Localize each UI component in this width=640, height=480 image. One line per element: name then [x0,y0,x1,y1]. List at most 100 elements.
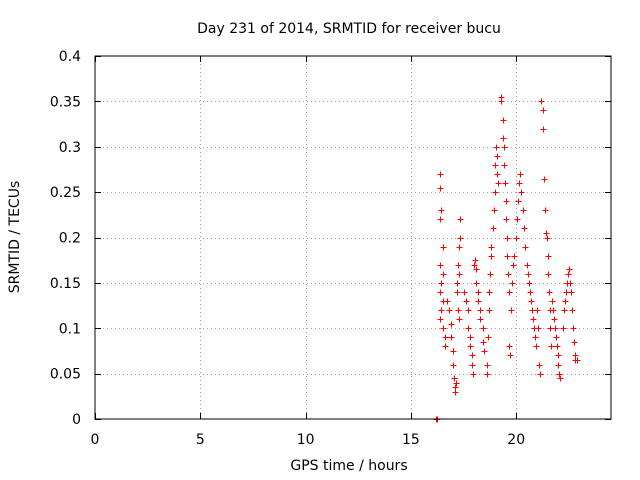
data-point [566,266,573,273]
data-point [467,343,474,350]
data-point [554,343,561,350]
data-point [472,257,479,264]
data-point [455,307,462,314]
data-point [477,316,484,323]
x-tick-label: 5 [196,432,205,448]
data-point [515,198,522,205]
data-point [522,244,529,251]
data-point [507,352,514,359]
data-point [551,316,558,323]
data-point [473,266,480,273]
data-point [465,307,472,314]
data-point [456,244,463,251]
data-point [504,253,511,260]
data-point [501,144,508,151]
data-point [560,325,567,332]
data-point [488,253,495,260]
data-point [465,325,472,332]
data-point [542,207,549,214]
grid [95,56,611,419]
data-point [471,262,478,269]
data-point [495,180,502,187]
data-point [494,153,501,160]
data-point [488,244,495,251]
data-point [517,171,524,178]
data-point [506,343,513,350]
data-point [470,371,477,378]
data-point [550,307,557,314]
data-point [549,298,556,305]
data-point [469,352,476,359]
data-point [484,371,491,378]
data-point [535,325,542,332]
data-point [574,357,581,364]
data-point [518,189,525,196]
data-point [455,262,462,269]
data-point [503,198,510,205]
x-tick-label: 0 [91,432,100,448]
data-point [504,235,511,242]
data-point [453,380,460,387]
data-point [461,289,468,296]
y-tick-label: 0.15 [50,276,81,292]
data-point [567,280,574,287]
data-point [469,362,476,369]
data-point [454,280,461,287]
data-point [442,334,449,341]
data-point [570,325,577,332]
data-point [473,280,480,287]
data-point [565,271,572,278]
x-axis-label: GPS time / hours [290,458,407,474]
data-point [450,348,457,355]
axis-ticks: 0 5 10 15 20 0 0.05 0.1 0.15 0.2 0.25 0.3 0.35 0.4 [50,49,611,448]
data-point [516,180,523,187]
data-point [444,298,451,305]
data-point [540,126,547,133]
data-point [546,289,553,296]
y-tick-label: 0.3 [59,140,81,156]
data-point [568,289,575,296]
data-point [480,339,487,346]
data-point [448,321,455,328]
data-point [440,244,447,251]
data-point [502,180,509,187]
data-point [440,325,447,332]
data-point [452,389,459,396]
data-point [510,262,517,269]
data-point [492,189,499,196]
data-point [437,289,444,296]
data-point [475,298,482,305]
data-point [555,362,562,369]
data-point [498,94,505,101]
data-point [528,298,535,305]
data-point [446,307,453,314]
data-point [526,280,533,287]
data-point [503,216,510,223]
data-points [433,94,581,423]
y-tick-label: 0 [72,412,81,428]
data-point [481,348,488,355]
data-point [501,162,508,169]
data-point [562,298,569,305]
data-point [437,171,444,178]
data-point [571,339,578,346]
data-point [552,325,559,332]
data-point [524,262,531,269]
data-point [540,107,547,114]
data-point [513,235,520,242]
data-point [487,271,494,278]
data-point [520,207,527,214]
data-point [486,289,493,296]
data-point [544,235,551,242]
y-tick-label: 0.2 [59,231,81,247]
x-tick-label: 10 [297,432,315,448]
data-point [514,216,521,223]
data-point [456,316,463,323]
x-tick-label: 20 [507,432,525,448]
data-point [556,371,563,378]
data-point [440,271,447,278]
data-point [527,289,534,296]
data-point [484,362,491,369]
data-point [438,307,445,314]
